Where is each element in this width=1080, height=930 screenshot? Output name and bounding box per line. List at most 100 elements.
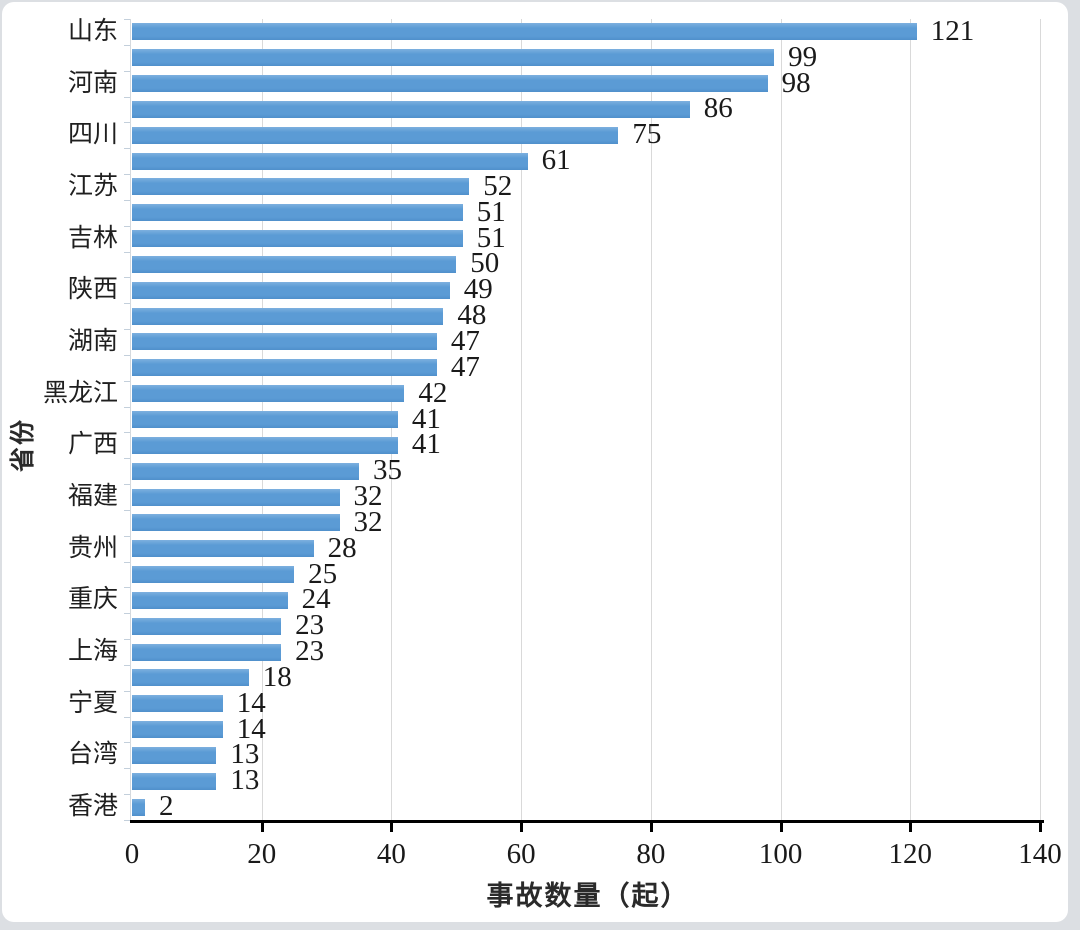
bar <box>132 798 145 816</box>
bar <box>132 488 340 506</box>
bar-value-label: 41 <box>411 428 441 461</box>
bar-value-label: 51 <box>476 195 506 228</box>
bar <box>132 307 444 325</box>
x-axis-tick <box>779 820 783 832</box>
bar-value-label: 47 <box>450 350 480 383</box>
x-axis-tick <box>520 820 524 832</box>
bar <box>132 721 223 739</box>
bar <box>132 152 528 170</box>
bar <box>132 126 619 144</box>
category-label: 重庆 <box>67 586 118 614</box>
x-gridline <box>1040 19 1041 820</box>
category-tick <box>124 742 130 744</box>
x-axis-line <box>130 820 1044 823</box>
category-tick <box>124 406 130 408</box>
bar-value-label: 18 <box>262 660 292 693</box>
x-axis-tick <box>649 820 653 832</box>
category-label: 福建 <box>67 483 118 511</box>
bar <box>132 75 768 93</box>
bar-value-label: 98 <box>781 66 811 99</box>
category-tick <box>124 768 130 770</box>
category-label: 江苏 <box>67 172 118 200</box>
x-tick-label: 0 <box>124 838 140 870</box>
bar-value-label: 23 <box>295 609 325 642</box>
bar <box>132 746 217 764</box>
x-tick-label: 60 <box>506 838 536 870</box>
category-tick <box>124 199 130 201</box>
x-axis-tick <box>390 820 394 832</box>
category-tick <box>124 329 130 331</box>
bar-value-label: 52 <box>483 169 513 202</box>
bar <box>132 540 314 558</box>
category-tick <box>124 664 130 666</box>
x-tick-label: 20 <box>247 838 277 870</box>
category-tick <box>124 820 130 821</box>
category-tick <box>124 251 130 253</box>
bar-value-label: 42 <box>418 376 448 409</box>
category-tick <box>124 174 130 176</box>
bar-value-label: 2 <box>158 790 174 823</box>
category-label: 湖南 <box>67 327 118 355</box>
x-gridline <box>650 19 652 820</box>
bar-value-label: 25 <box>308 557 338 590</box>
bar-value-label: 61 <box>541 144 571 177</box>
category-tick <box>124 277 130 279</box>
bar-value-label: 13 <box>230 764 260 797</box>
bar-value-label: 47 <box>450 324 480 357</box>
bar-value-label: 24 <box>301 583 331 616</box>
category-tick <box>124 561 130 563</box>
bar-value-label: 41 <box>411 402 441 435</box>
category-tick <box>124 380 130 382</box>
bar-value-label: 32 <box>353 505 383 538</box>
bar-value-label: 32 <box>353 480 383 513</box>
category-label: 广西 <box>67 431 118 459</box>
bar <box>132 100 690 118</box>
category-label: 山东 <box>67 17 118 45</box>
category-axis-line <box>130 19 131 820</box>
bar <box>132 333 437 351</box>
bar <box>132 669 249 687</box>
category-label: 黑龙江 <box>42 379 118 407</box>
bar <box>132 411 398 428</box>
bar-value-label: 35 <box>373 454 402 487</box>
bar <box>132 230 463 248</box>
bar-value-label: 86 <box>703 92 733 125</box>
category-label: 台湾 <box>67 741 118 769</box>
bar <box>132 772 217 790</box>
x-tick-label: 120 <box>888 838 933 870</box>
bar-value-label: 14 <box>236 712 266 745</box>
bar-value-label: 48 <box>457 299 487 332</box>
bar <box>132 436 398 454</box>
category-tick <box>124 716 130 718</box>
x-gridline <box>780 19 782 820</box>
x-gridline <box>521 19 523 820</box>
x-tick-label: 80 <box>636 838 666 870</box>
bar-value-label: 75 <box>632 118 662 151</box>
x-axis-tick <box>909 820 913 832</box>
bar-value-label: 28 <box>327 531 357 564</box>
bar <box>132 281 450 299</box>
x-tick-label: 100 <box>758 838 803 870</box>
category-tick <box>124 96 130 98</box>
bar <box>132 204 463 222</box>
category-tick <box>124 432 130 434</box>
bar-value-label: 99 <box>788 40 818 73</box>
category-label: 贵州 <box>67 534 118 562</box>
bar-value-label: 121 <box>930 14 975 47</box>
category-tick <box>124 122 130 124</box>
bar <box>132 591 288 609</box>
category-tick <box>124 458 130 460</box>
bar <box>132 695 223 713</box>
bar <box>132 178 470 196</box>
bar <box>132 566 295 584</box>
category-tick <box>124 535 130 537</box>
x-tick-label: 40 <box>376 838 406 870</box>
bar-value-label: 50 <box>470 247 500 280</box>
y-axis-title: 省份 <box>9 417 38 473</box>
category-label: 香港 <box>67 793 118 821</box>
bar <box>132 617 282 635</box>
x-tick-label: 140 <box>1018 838 1062 870</box>
category-label: 河南 <box>67 69 118 97</box>
category-label: 宁夏 <box>67 689 118 717</box>
category-tick <box>124 70 130 72</box>
